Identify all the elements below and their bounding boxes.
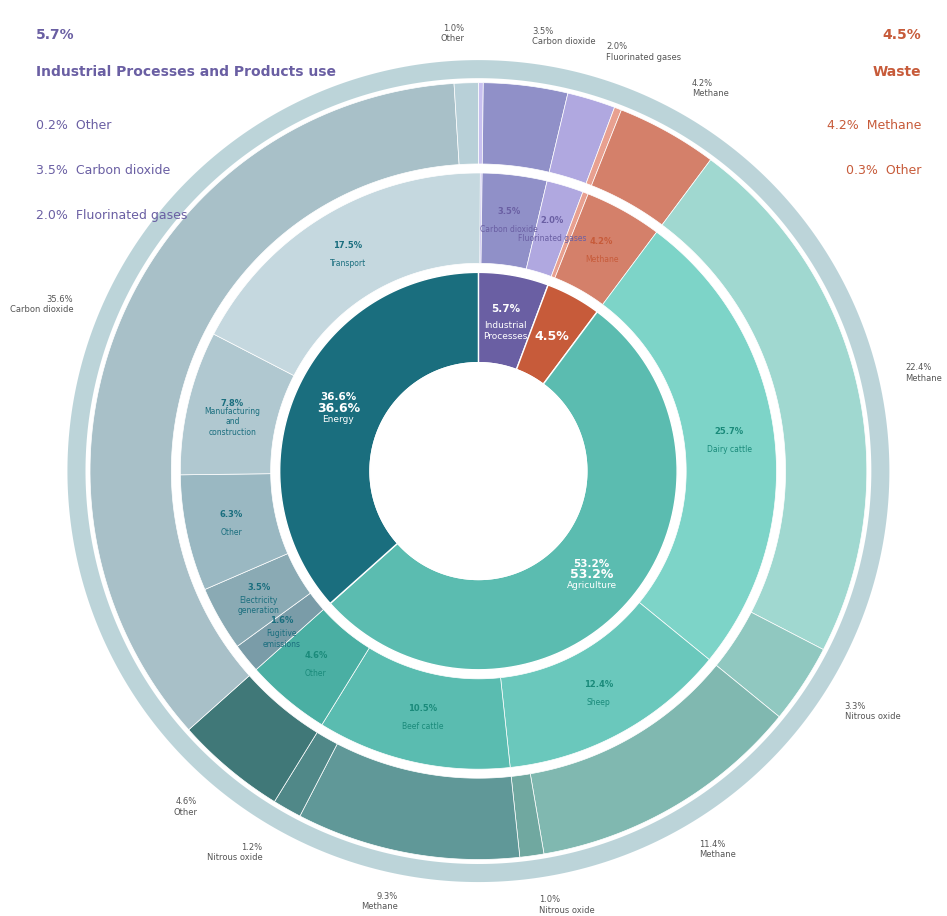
Polygon shape: [551, 192, 588, 278]
Text: Industrial Processes and Products use: Industrial Processes and Products use: [36, 65, 336, 79]
Polygon shape: [602, 232, 777, 660]
Text: 1.6%: 1.6%: [270, 616, 294, 626]
Text: 2.0%  Fluorinated gases: 2.0% Fluorinated gases: [36, 209, 188, 223]
Polygon shape: [300, 744, 520, 859]
Polygon shape: [527, 181, 583, 277]
Text: 1.2%
Nitrous oxide: 1.2% Nitrous oxide: [206, 843, 262, 862]
Polygon shape: [90, 83, 459, 730]
Polygon shape: [322, 648, 510, 769]
Polygon shape: [516, 285, 598, 384]
Polygon shape: [511, 774, 544, 857]
Text: 5.7%: 5.7%: [36, 28, 75, 42]
Polygon shape: [586, 107, 621, 186]
Text: 53.2%: 53.2%: [574, 559, 610, 569]
Text: 4.2%: 4.2%: [590, 236, 614, 245]
Text: Fluorinated gases: Fluorinated gases: [518, 234, 586, 243]
Text: 53.2%: 53.2%: [570, 568, 614, 582]
Text: Carbon dioxide: Carbon dioxide: [480, 224, 538, 234]
Text: 5.7%: 5.7%: [491, 304, 520, 314]
Polygon shape: [180, 334, 294, 474]
Text: 0.3%  Other: 0.3% Other: [846, 164, 921, 177]
Text: Sheep: Sheep: [587, 698, 611, 707]
Polygon shape: [331, 311, 677, 670]
Text: 3.5%: 3.5%: [498, 206, 521, 215]
Polygon shape: [501, 603, 709, 768]
Polygon shape: [256, 609, 369, 725]
Polygon shape: [481, 173, 547, 269]
Text: 0.2%  Other: 0.2% Other: [36, 119, 111, 132]
Polygon shape: [716, 612, 823, 717]
Text: 6.3%: 6.3%: [220, 510, 242, 519]
Text: 10.5%: 10.5%: [408, 704, 437, 714]
Text: 7.8%: 7.8%: [221, 399, 244, 409]
Text: 3.5%: 3.5%: [247, 583, 270, 592]
Text: 4.2%  Methane: 4.2% Methane: [827, 119, 921, 132]
Text: Beef cattle: Beef cattle: [402, 722, 443, 731]
Polygon shape: [478, 173, 482, 264]
Polygon shape: [180, 474, 288, 590]
Text: 11.4%
Methane: 11.4% Methane: [699, 840, 736, 859]
Text: Dairy cattle: Dairy cattle: [706, 444, 752, 453]
Text: 17.5%: 17.5%: [333, 241, 362, 250]
Polygon shape: [279, 272, 478, 604]
Text: Other: Other: [221, 529, 242, 538]
Text: Waste: Waste: [872, 65, 921, 79]
Text: 1.0%
Other: 1.0% Other: [440, 24, 465, 43]
Text: 35.6%
Carbon dioxide: 35.6% Carbon dioxide: [9, 295, 73, 314]
Polygon shape: [478, 82, 483, 164]
Polygon shape: [555, 194, 656, 304]
Polygon shape: [592, 110, 710, 225]
Text: Other: Other: [305, 670, 327, 679]
Polygon shape: [370, 363, 587, 580]
Polygon shape: [214, 173, 480, 376]
Text: 9.3%
Methane: 9.3% Methane: [361, 892, 398, 911]
Text: 4.5%: 4.5%: [535, 330, 569, 343]
Polygon shape: [188, 676, 317, 802]
Polygon shape: [238, 594, 324, 670]
Text: 2.0%
Fluorinated gases: 2.0% Fluorinated gases: [606, 42, 681, 61]
Text: 12.4%: 12.4%: [584, 680, 614, 689]
Text: Fugitive
emissions: Fugitive emissions: [262, 629, 300, 649]
Text: Manufacturing
and
construction: Manufacturing and construction: [205, 407, 260, 437]
Polygon shape: [205, 553, 311, 647]
Polygon shape: [530, 665, 779, 854]
Text: 1.0%
Nitrous oxide: 1.0% Nitrous oxide: [539, 895, 595, 915]
Text: 25.7%: 25.7%: [715, 427, 744, 436]
Text: Methane: Methane: [585, 255, 618, 264]
Text: 2.0%: 2.0%: [541, 215, 563, 224]
Polygon shape: [482, 82, 568, 172]
Polygon shape: [478, 272, 548, 369]
Polygon shape: [454, 82, 478, 165]
Text: 22.4%
Methane: 22.4% Methane: [905, 363, 942, 383]
Text: Energy: Energy: [322, 415, 354, 424]
Text: 4.6%: 4.6%: [304, 651, 328, 660]
Polygon shape: [67, 60, 889, 882]
Text: 3.5%
Carbon dioxide: 3.5% Carbon dioxide: [532, 27, 596, 46]
Text: 36.6%: 36.6%: [316, 402, 360, 415]
Text: Agriculture: Agriculture: [566, 581, 616, 590]
Text: 3.3%
Nitrous oxide: 3.3% Nitrous oxide: [845, 702, 901, 721]
Text: 3.5%  Carbon dioxide: 3.5% Carbon dioxide: [36, 164, 170, 177]
Text: 4.6%
Other: 4.6% Other: [173, 797, 197, 816]
Text: Industrial
Processes: Industrial Processes: [484, 322, 528, 341]
Text: Electricity
generation: Electricity generation: [238, 595, 279, 616]
Text: 36.6%: 36.6%: [320, 392, 356, 402]
Polygon shape: [662, 159, 867, 649]
Text: 4.5%: 4.5%: [883, 28, 921, 42]
Polygon shape: [549, 93, 615, 183]
Text: Transport: Transport: [330, 259, 366, 268]
Text: 4.2%
Methane: 4.2% Methane: [692, 79, 729, 98]
Polygon shape: [275, 733, 337, 816]
